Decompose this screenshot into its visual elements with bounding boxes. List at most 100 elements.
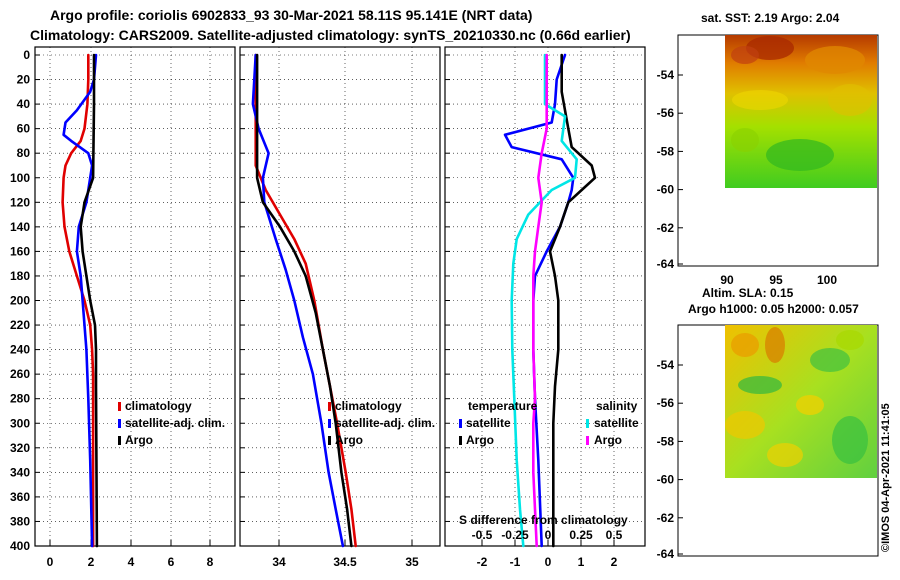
legend-swatch-argo bbox=[328, 436, 331, 445]
lat-tick-label: -56 bbox=[657, 106, 675, 120]
legend-label-argo: Argo bbox=[125, 433, 153, 447]
lat-tick-label: -58 bbox=[657, 144, 675, 158]
sla-heatmap-blob bbox=[796, 395, 824, 415]
depth-tick-label: 340 bbox=[10, 465, 30, 479]
depth-tick-label: 140 bbox=[10, 220, 30, 234]
sla-map-lat-ticks: -54 -56 -58 -60 -62 -64 bbox=[657, 358, 683, 561]
legend-swatch-argo bbox=[118, 436, 121, 445]
header-line1: Argo profile: coriolis 6902833_93 30-Mar… bbox=[50, 7, 532, 23]
sla-heatmap bbox=[725, 325, 877, 478]
depth-tick-label: 180 bbox=[10, 269, 30, 283]
depth-tick-label: 380 bbox=[10, 514, 30, 528]
depth-tick-label: 100 bbox=[10, 171, 30, 185]
legend-label-temp-satellite: satellite bbox=[466, 416, 511, 430]
x-tick-label: -1 bbox=[510, 555, 521, 569]
depth-tick-label: 360 bbox=[10, 490, 30, 504]
salinity-difference-label: S difference from climatology bbox=[459, 513, 628, 527]
legend-swatch-temp-argo bbox=[459, 436, 462, 445]
legend-swatch-temp-satellite bbox=[459, 419, 462, 428]
salinity-difference-ticks: -0.5 -0.25 0 0.25 0.5 bbox=[472, 528, 623, 542]
x-tick-label: 4 bbox=[128, 555, 135, 569]
lat-tick-label: -62 bbox=[657, 221, 675, 235]
legend-label-satellite: satellite-adj. clim. bbox=[335, 416, 435, 430]
legend-title-temperature: temperature bbox=[468, 399, 538, 413]
depth-tick-label: 400 bbox=[10, 539, 30, 553]
series-satellite-adj-clim bbox=[62, 53, 98, 548]
lat-tick-label: -54 bbox=[657, 358, 675, 372]
lat-tick-label: -64 bbox=[657, 547, 675, 561]
depth-tick-label: 0 bbox=[23, 48, 30, 62]
x-tick-label: -2 bbox=[477, 555, 488, 569]
series-argo bbox=[255, 53, 353, 548]
lat-tick-label: -60 bbox=[657, 183, 675, 197]
depth-tick-label: 220 bbox=[10, 318, 30, 332]
depth-tick-label: 160 bbox=[10, 244, 30, 258]
depth-tick-label: 20 bbox=[17, 73, 31, 87]
sst-lon-tick: 95 bbox=[769, 273, 783, 287]
imos-timestamp: ©IMOS 04-Apr-2021 11:41:05 bbox=[880, 403, 892, 552]
sal-diff-tick: 0 bbox=[545, 528, 552, 542]
x-tick-label: 34.5 bbox=[333, 555, 357, 569]
x-tick-label: 0 bbox=[545, 555, 552, 569]
series-salinity-satellite bbox=[510, 53, 579, 548]
depth-tick-label: 240 bbox=[10, 343, 30, 357]
lat-tick-label: -64 bbox=[657, 257, 675, 271]
lat-tick-label: -56 bbox=[657, 396, 675, 410]
sla-heatmap-blob bbox=[725, 411, 765, 439]
sst-heatmap bbox=[725, 35, 877, 188]
depth-tick-label: 120 bbox=[10, 195, 30, 209]
sal-diff-tick: -0.5 bbox=[472, 528, 493, 542]
x-tick-label: 2 bbox=[611, 555, 618, 569]
sst-lon-tick: 100 bbox=[817, 273, 837, 287]
depth-tick-label: 280 bbox=[10, 392, 30, 406]
legend-label-argo: Argo bbox=[335, 433, 363, 447]
temperature-legend: climatology satellite-adj. clim. Argo bbox=[118, 399, 225, 447]
lat-tick-label: -58 bbox=[657, 434, 675, 448]
x-tick-label: 8 bbox=[207, 555, 214, 569]
legend-swatch-satellite bbox=[118, 419, 121, 428]
lat-tick-label: -62 bbox=[657, 511, 675, 525]
x-tick-label: 35 bbox=[405, 555, 419, 569]
sst-map-lat-ticks: -54 -56 -58 -60 -62 -64 bbox=[657, 68, 683, 271]
sal-diff-tick: -0.25 bbox=[501, 528, 529, 542]
sst-heatmap-blob bbox=[766, 139, 834, 171]
depth-tick-label: 320 bbox=[10, 441, 30, 455]
x-tick-label: 34 bbox=[272, 555, 286, 569]
depth-tick-label: 40 bbox=[17, 97, 31, 111]
legend-swatch-satellite bbox=[328, 419, 331, 428]
sla-heatmap-blob bbox=[836, 330, 864, 350]
legend-label-sal-satellite: satellite bbox=[594, 416, 639, 430]
sla-heatmap-blob bbox=[731, 333, 759, 357]
sst-heatmap-blob bbox=[805, 46, 865, 74]
lat-tick-label: -60 bbox=[657, 473, 675, 487]
legend-label-sal-argo: Argo bbox=[594, 433, 622, 447]
sla-heatmap-blob bbox=[832, 416, 868, 464]
profile-series bbox=[61, 53, 597, 548]
sal-diff-tick: 0.5 bbox=[606, 528, 623, 542]
legend-label-climatology: climatology bbox=[125, 399, 192, 413]
legend-swatch-sal-satellite bbox=[586, 419, 589, 428]
sla-heatmap-blob bbox=[767, 443, 803, 467]
sst-heatmap-blob bbox=[732, 90, 788, 110]
sla-map-title2: Argo h1000: 0.05 h2000: 0.057 bbox=[688, 302, 859, 316]
legend-swatch-sal-argo bbox=[586, 436, 589, 445]
legend-title-salinity: salinity bbox=[596, 399, 638, 413]
sst-heatmap-blob bbox=[828, 84, 872, 116]
legend-label-satellite: satellite-adj. clim. bbox=[125, 416, 225, 430]
legend-swatch-climatology bbox=[118, 402, 121, 411]
depth-tick-label: 200 bbox=[10, 294, 30, 308]
x-tick-labels: 0 2 4 6 8 34 34.5 35 -2 -1 0 1 2 bbox=[47, 555, 618, 569]
series-argo bbox=[79, 53, 99, 548]
x-tick-label: 2 bbox=[88, 555, 95, 569]
x-tick-label: 1 bbox=[578, 555, 585, 569]
sla-heatmap-blob bbox=[738, 376, 782, 394]
sst-lon-tick: 90 bbox=[720, 273, 734, 287]
depth-tick-label: 300 bbox=[10, 416, 30, 430]
legend-label-temp-argo: Argo bbox=[466, 433, 494, 447]
sst-map-title: sat. SST: 2.19 Argo: 2.04 bbox=[701, 11, 840, 25]
sla-heatmap-blob bbox=[765, 327, 785, 363]
series-temperature-argo bbox=[548, 53, 597, 548]
x-tick-label: 6 bbox=[168, 555, 175, 569]
series-climatology bbox=[61, 53, 95, 548]
depth-tick-label: 260 bbox=[10, 367, 30, 381]
